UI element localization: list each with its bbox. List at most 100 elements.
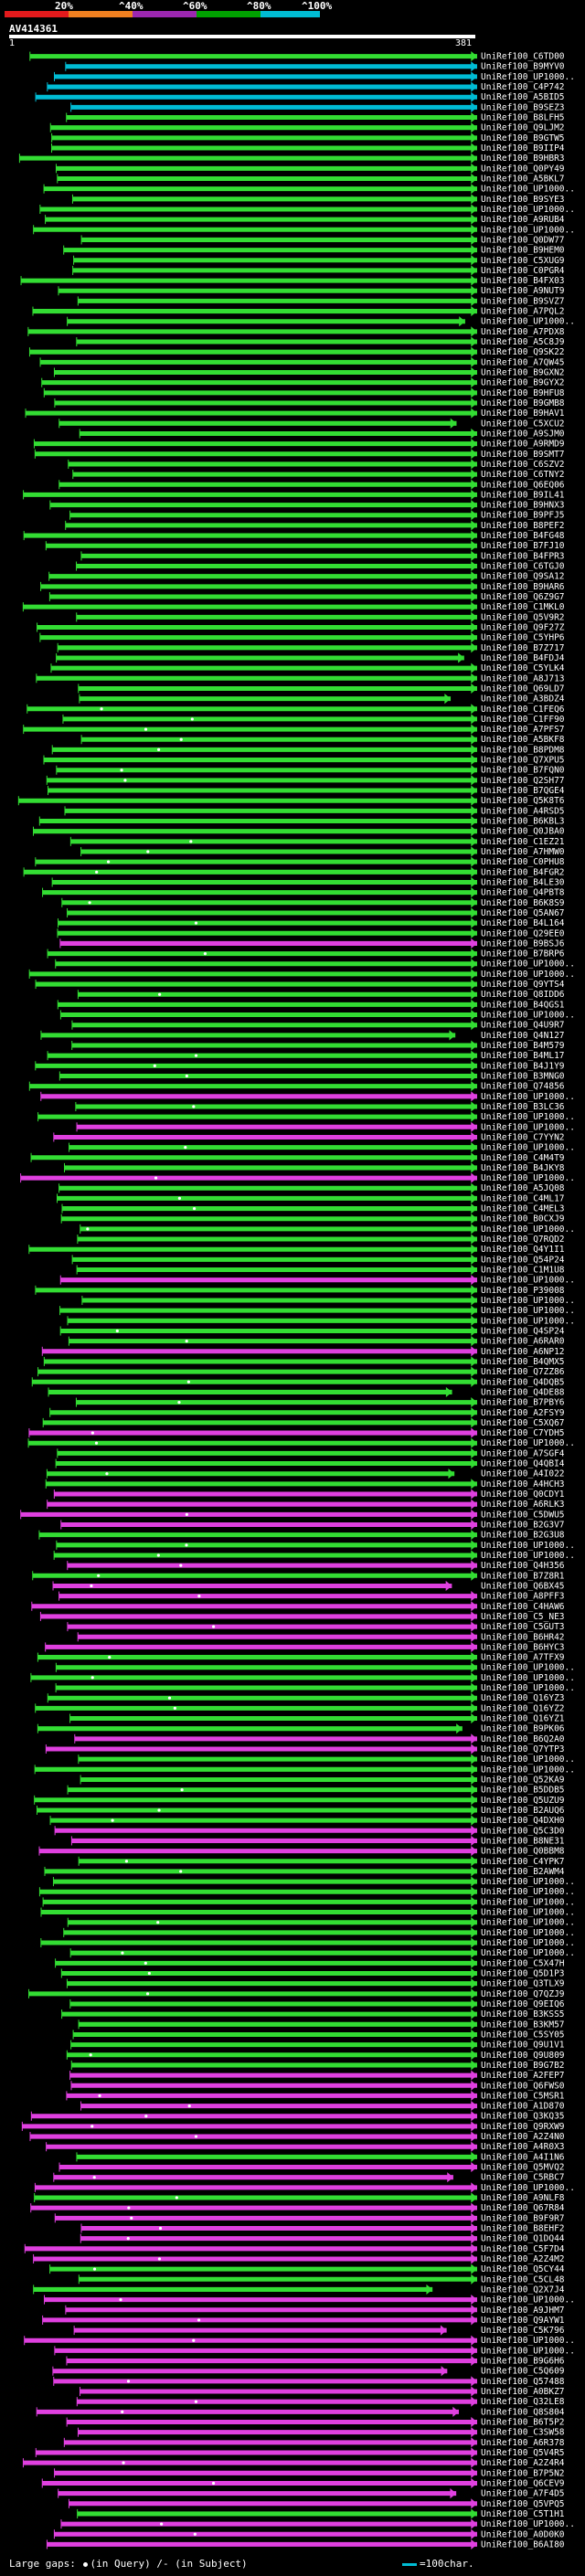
- hit-row[interactable]: UniRef100_A4RSD5: [64, 805, 565, 817]
- hit-row[interactable]: UniRef100_UP1000..: [38, 1886, 575, 1898]
- hit-label[interactable]: UniRef100_A8PFF3: [481, 1592, 565, 1602]
- hit-label[interactable]: UniRef100_C0PGR4: [481, 266, 565, 276]
- hit-row[interactable]: UniRef100_A6R378: [63, 2437, 565, 2448]
- hit-label[interactable]: UniRef100_UP1000..: [481, 1918, 575, 1928]
- hit-label[interactable]: UniRef100_UP1000..: [481, 1948, 575, 1958]
- hit-row[interactable]: UniRef100_C5X47H: [55, 1957, 565, 1969]
- hit-row[interactable]: UniRef100_Q4N127: [40, 1030, 565, 1041]
- hit-row[interactable]: UniRef100_C5DWU5: [20, 1509, 565, 1521]
- hit-label[interactable]: UniRef100_Q67R84: [481, 2203, 565, 2213]
- hit-row[interactable]: UniRef100_Q7XPU5: [43, 754, 565, 766]
- hit-label[interactable]: UniRef100_B8NE31: [481, 1836, 565, 1846]
- hit-row[interactable]: UniRef100_C1MKL0: [22, 601, 565, 613]
- hit-row[interactable]: UniRef100_Q7QZJ9: [28, 1988, 565, 1999]
- hit-row[interactable]: UniRef100_A2Z4M2: [33, 2253, 565, 2264]
- hit-row[interactable]: UniRef100_A4I1N6: [76, 2151, 565, 2163]
- hit-label[interactable]: UniRef100_B4LE30: [481, 877, 565, 887]
- hit-label[interactable]: UniRef100_Q8IDD6: [481, 990, 565, 1000]
- hit-label[interactable]: UniRef100_C5YHP6: [481, 633, 565, 643]
- hit-label[interactable]: UniRef100_A4HCH3: [481, 1479, 565, 1489]
- hit-row[interactable]: UniRef100_UP1000..: [78, 1754, 575, 1765]
- hit-label[interactable]: UniRef100_C1FF90: [481, 715, 565, 725]
- hit-label[interactable]: UniRef100_A9RUB4: [481, 215, 565, 225]
- hit-row[interactable]: UniRef100_Q5CY44: [49, 2263, 565, 2275]
- hit-label[interactable]: UniRef100_A7PQL2: [481, 307, 565, 317]
- hit-label[interactable]: UniRef100_Q7YTP3: [481, 1744, 565, 1754]
- hit-row[interactable]: UniRef100_UP1000..: [69, 1947, 575, 1959]
- hit-label[interactable]: UniRef100_B9SEZ3: [481, 102, 565, 112]
- hit-row[interactable]: UniRef100_UP1000..: [55, 959, 575, 970]
- hit-label[interactable]: UniRef100_UP1000..: [481, 1112, 575, 1122]
- hit-label[interactable]: UniRef100_Q3TLX9: [481, 1979, 565, 1989]
- hit-row[interactable]: UniRef100_Q4SP24: [59, 1325, 565, 1337]
- hit-label[interactable]: UniRef100_B4J1Y9: [481, 1061, 565, 1071]
- hit-label[interactable]: UniRef100_C1FEQ6: [481, 705, 565, 715]
- hit-label[interactable]: UniRef100_B2AUQ6: [481, 1806, 565, 1816]
- hit-row[interactable]: UniRef100_B4FDJ4: [56, 652, 565, 663]
- hit-row[interactable]: UniRef100_B8EHF2: [80, 2222, 565, 2234]
- hit-row[interactable]: UniRef100_UP1000..: [59, 1275, 575, 1286]
- hit-label[interactable]: UniRef100_B9HNX3: [481, 501, 565, 511]
- hit-label[interactable]: UniRef100_B4ML17: [481, 1051, 565, 1061]
- hit-label[interactable]: UniRef100_C4ML17: [481, 1193, 565, 1203]
- hit-label[interactable]: UniRef100_B8PEF2: [481, 521, 565, 531]
- hit-label[interactable]: UniRef100_UP1000..: [481, 1908, 575, 1918]
- hit-row[interactable]: UniRef100_UP1000..: [39, 204, 575, 215]
- hit-label[interactable]: UniRef100_A4R0X3: [481, 2142, 565, 2152]
- hit-label[interactable]: UniRef100_Q5D1P3: [481, 1969, 565, 1979]
- hit-row[interactable]: UniRef100_B5DDB5: [67, 1785, 565, 1796]
- hit-label[interactable]: UniRef100_C4M4T9: [481, 1153, 565, 1163]
- hit-row[interactable]: UniRef100_B9GTW5: [51, 133, 565, 143]
- hit-row[interactable]: UniRef100_B0CXJ9: [60, 1214, 565, 1224]
- hit-row[interactable]: UniRef100_Q0PY49: [55, 163, 565, 175]
- hit-row[interactable]: UniRef100_Q5UZU9: [34, 1795, 565, 1806]
- hit-row[interactable]: UniRef100_Q7RQD2: [77, 1234, 565, 1245]
- hit-row[interactable]: UniRef100_C5CL48: [78, 2274, 565, 2285]
- hit-row[interactable]: UniRef100_B9SVZ7: [77, 295, 565, 307]
- hit-label[interactable]: UniRef100_Q9F27Z: [481, 622, 565, 632]
- hit-row[interactable]: UniRef100_Q6BX45: [52, 1580, 565, 1592]
- hit-label[interactable]: UniRef100_Q4DXH0: [481, 1816, 565, 1826]
- hit-row[interactable]: UniRef100_B8PEF2: [65, 520, 565, 531]
- hit-label[interactable]: UniRef100_B4FGR2: [481, 867, 565, 877]
- hit-label[interactable]: UniRef100_Q4DQB5: [481, 1377, 565, 1387]
- hit-row[interactable]: UniRef100_A1D870: [80, 2100, 565, 2112]
- hit-row[interactable]: UniRef100_Q5AN67: [67, 907, 565, 918]
- hit-row[interactable]: UniRef100_A7SGF4: [57, 1447, 565, 1459]
- hit-label[interactable]: UniRef100_B7BRP6: [481, 949, 565, 959]
- hit-row[interactable]: UniRef100_UP1000..: [20, 1172, 575, 1184]
- hit-label[interactable]: UniRef100_C5RBC7: [481, 2173, 565, 2183]
- hit-row[interactable]: UniRef100_UP1000..: [67, 316, 575, 327]
- hit-row[interactable]: UniRef100_B9HAR6: [40, 581, 565, 592]
- hit-label[interactable]: UniRef100_A5BKF8: [481, 735, 565, 745]
- hit-row[interactable]: UniRef100_B4FG48: [23, 530, 565, 541]
- hit-row[interactable]: UniRef100_B9IIP4: [51, 143, 565, 154]
- hit-label[interactable]: UniRef100_A2Z4N0: [481, 2132, 565, 2142]
- hit-row[interactable]: UniRef100_C5XCU2: [58, 418, 565, 429]
- hit-label[interactable]: UniRef100_B9G6H6: [481, 2357, 565, 2367]
- hit-row[interactable]: UniRef100_UP1000..: [80, 1224, 575, 1235]
- hit-row[interactable]: UniRef100_B9HAV1: [25, 408, 565, 419]
- hit-row[interactable]: UniRef100_Q54P24: [71, 1254, 565, 1266]
- hit-label[interactable]: UniRef100_Q54P24: [481, 1255, 565, 1265]
- hit-row[interactable]: UniRef100_Q2SH77: [46, 775, 565, 786]
- hit-row[interactable]: UniRef100_Q9YTS4: [35, 979, 565, 990]
- hit-label[interactable]: UniRef100_B9IL41: [481, 490, 565, 500]
- hit-row[interactable]: UniRef100_UP1000..: [40, 1091, 575, 1102]
- hit-label[interactable]: UniRef100_B3MNG0: [481, 1071, 565, 1081]
- hit-row[interactable]: UniRef100_A9RMD9: [33, 439, 565, 450]
- hit-row[interactable]: UniRef100_Q67R84: [30, 2202, 565, 2214]
- hit-label[interactable]: UniRef100_C7YYN2: [481, 1132, 565, 1142]
- hit-label[interactable]: UniRef100_C1EZ21: [481, 837, 565, 847]
- hit-label[interactable]: UniRef100_UP1000..: [481, 1754, 575, 1765]
- hit-row[interactable]: UniRef100_B6K8S9: [61, 897, 565, 908]
- hit-label[interactable]: UniRef100_B9G7B2: [481, 2061, 565, 2071]
- hit-label[interactable]: UniRef100_Q9SA12: [481, 572, 565, 582]
- hit-label[interactable]: UniRef100_UP1000..: [481, 1224, 575, 1235]
- hit-row[interactable]: UniRef100_B7Z8R1: [32, 1570, 565, 1582]
- hit-label[interactable]: UniRef100_A6RLK3: [481, 1500, 565, 1510]
- hit-label[interactable]: UniRef100_C5X47H: [481, 1958, 565, 1968]
- hit-label[interactable]: UniRef100_Q5K8T6: [481, 796, 565, 806]
- hit-row[interactable]: UniRef100_B6Q2A0: [74, 1733, 565, 1744]
- hit-row[interactable]: UniRef100_Q6Z9G7: [48, 591, 565, 602]
